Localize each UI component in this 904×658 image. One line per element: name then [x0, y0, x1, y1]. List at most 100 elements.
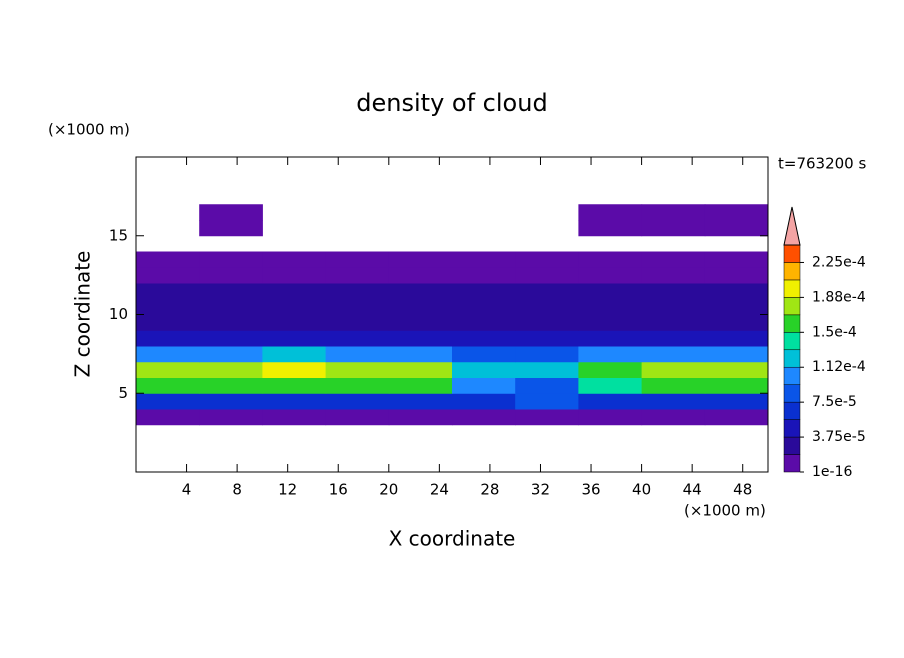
contour-cell	[262, 251, 327, 268]
contour-cell	[262, 346, 327, 363]
colorbar-tick-label: 1.12e-4	[812, 359, 866, 375]
x-tick-label: 32	[531, 481, 550, 499]
x-tick-label: 44	[683, 481, 702, 499]
contour-cell	[199, 314, 263, 331]
contour-cell	[452, 330, 516, 347]
contour-cell	[199, 393, 263, 410]
contour-cell	[388, 298, 453, 315]
contour-cell	[452, 314, 516, 331]
x-tick-label: 20	[379, 481, 398, 499]
contour-cell	[641, 409, 706, 426]
x-tick-label: 4	[182, 481, 192, 499]
contour-cell	[578, 283, 643, 300]
contour-cell	[578, 267, 643, 284]
contour-cell	[199, 267, 263, 284]
x-tick-label: 48	[733, 481, 752, 499]
contour-cell	[199, 377, 263, 394]
contour-cell	[452, 298, 516, 315]
contour-cell	[325, 267, 390, 284]
x-tick-label: 16	[329, 481, 348, 499]
colorbar-tick-label: 3.75e-5	[812, 429, 866, 445]
contour-cell	[136, 283, 200, 300]
colorbar-band	[783, 401, 801, 420]
contour-cell	[641, 330, 706, 347]
contour-cell	[136, 346, 200, 363]
x-tick-label: 24	[430, 481, 449, 499]
contour-cell	[578, 298, 643, 315]
contour-cell	[452, 267, 516, 284]
contour-cell	[136, 330, 200, 347]
contour-cell	[388, 346, 453, 363]
contour-cell	[262, 393, 327, 410]
x-tick-label: 8	[232, 481, 242, 499]
contour-cell	[325, 314, 390, 331]
y-tick-label: 15	[109, 226, 128, 244]
contour-cell	[325, 330, 390, 347]
contour-cell	[704, 251, 769, 268]
contour-cell	[578, 361, 643, 378]
contour-cell	[325, 409, 390, 426]
contour-cell	[136, 298, 200, 315]
contour-cell	[641, 314, 706, 331]
contour-cell	[641, 283, 706, 300]
contour-cell	[325, 377, 390, 394]
contour-cell	[262, 361, 327, 378]
contour-cell	[199, 220, 263, 237]
contour-cell	[515, 346, 579, 363]
contour-cell	[388, 377, 453, 394]
colorbar-band	[783, 297, 801, 316]
contour-cell	[578, 220, 643, 237]
contour-cell	[325, 283, 390, 300]
contour-cell	[578, 346, 643, 363]
colorbar-band	[783, 366, 801, 385]
contour-cell	[578, 377, 643, 394]
contour-cell	[388, 267, 453, 284]
colorbar-band	[783, 384, 801, 403]
contour-cell	[199, 298, 263, 315]
x-unit: (×1000 m)	[684, 502, 766, 520]
contour-cell	[515, 267, 579, 284]
contour-cell	[136, 314, 200, 331]
contour-cell	[578, 393, 643, 410]
colorbar-band	[783, 244, 801, 263]
contour-cell	[262, 330, 327, 347]
colorbar-band	[783, 314, 801, 333]
x-tick-label: 36	[581, 481, 600, 499]
colorbar-band	[783, 262, 801, 281]
contour-cell	[641, 361, 706, 378]
contour-cell	[704, 377, 769, 394]
colorbar-tick-label: 2.25e-4	[812, 254, 866, 270]
contour-cell	[641, 377, 706, 394]
contour-cell	[136, 393, 200, 410]
colorbar-band	[783, 419, 801, 438]
contour-cell	[704, 267, 769, 284]
contour-cell	[388, 361, 453, 378]
contour-cell	[515, 251, 579, 268]
contour-cell	[641, 251, 706, 268]
contour-cell	[515, 393, 579, 410]
colorbar-band	[783, 454, 801, 473]
colorbar-band	[783, 332, 801, 351]
contour-cell	[262, 298, 327, 315]
contour-cell	[641, 393, 706, 410]
contour-cell	[641, 298, 706, 315]
contour-cell	[704, 393, 769, 410]
contour-cell	[704, 346, 769, 363]
y-unit: (×1000 m)	[48, 121, 130, 139]
contour-cell	[452, 346, 516, 363]
contour-cell	[704, 283, 769, 300]
contour-cell	[199, 330, 263, 347]
contour-cell	[452, 361, 516, 378]
colorbar-tick-label: 1.5e-4	[812, 324, 857, 340]
contour-cell	[388, 283, 453, 300]
contour-cell	[388, 330, 453, 347]
contour-cell	[578, 409, 643, 426]
contour-cell	[704, 330, 769, 347]
contour-cell	[515, 283, 579, 300]
y-axis-label: Z coordinate	[71, 251, 95, 378]
time-annotation: t=763200 s	[778, 155, 866, 173]
colorbar-tick-label: 1e-16	[812, 464, 852, 480]
colorbar-band	[783, 436, 801, 455]
colorbar-band	[783, 279, 801, 298]
